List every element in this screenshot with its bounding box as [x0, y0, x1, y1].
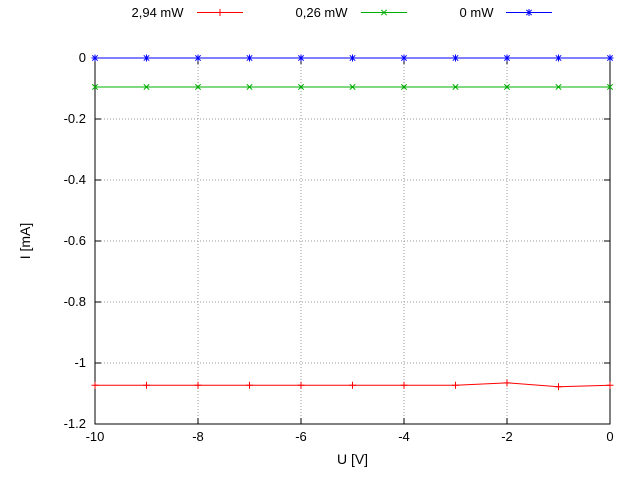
y-tick-label: -0.2	[64, 111, 86, 126]
legend-label: 2,94 mW	[131, 5, 184, 20]
y-tick-label: -0.8	[64, 294, 86, 309]
x-axis-label: U [V]	[336, 451, 369, 467]
series-markers-2	[91, 54, 614, 62]
legend-label: 0,26 mW	[295, 5, 348, 20]
legend-entry-294mw: 2,94 mW	[132, 5, 244, 20]
legend-sample-marker	[216, 9, 224, 16]
y-tick-label: -1.2	[64, 416, 86, 431]
x-tick-label: 0	[606, 429, 613, 444]
x-tick-label: -6	[295, 429, 307, 444]
plot-border	[94, 57, 611, 425]
y-tick-label: -1	[74, 355, 86, 370]
series-markers-1	[91, 83, 614, 91]
y-tick-label: 0	[79, 50, 86, 65]
legend-sample-marker	[525, 9, 533, 16]
legend-sample-marker	[380, 9, 387, 16]
legend-sample-line	[506, 9, 553, 16]
legend-entry-026mw: 0,26 mW	[296, 5, 408, 20]
y-tick-label: -0.6	[64, 233, 86, 248]
legend-sample-line	[360, 9, 407, 16]
legend: 2,94 mW 0,26 mW 0 mW	[70, 5, 615, 20]
x-tick-label: -2	[501, 429, 513, 444]
legend-entry-0mw: 0 mW	[460, 5, 554, 20]
legend-label: 0 mW	[459, 5, 494, 20]
series-markers-0	[91, 379, 614, 391]
x-tick-label: -8	[192, 429, 204, 444]
x-tick-label: -4	[398, 429, 410, 444]
y-tick-label: -0.4	[64, 172, 86, 187]
legend-sample-line	[196, 9, 243, 16]
x-tick-label: -10	[86, 429, 105, 444]
y-axis-label: I [mA]	[17, 222, 33, 260]
